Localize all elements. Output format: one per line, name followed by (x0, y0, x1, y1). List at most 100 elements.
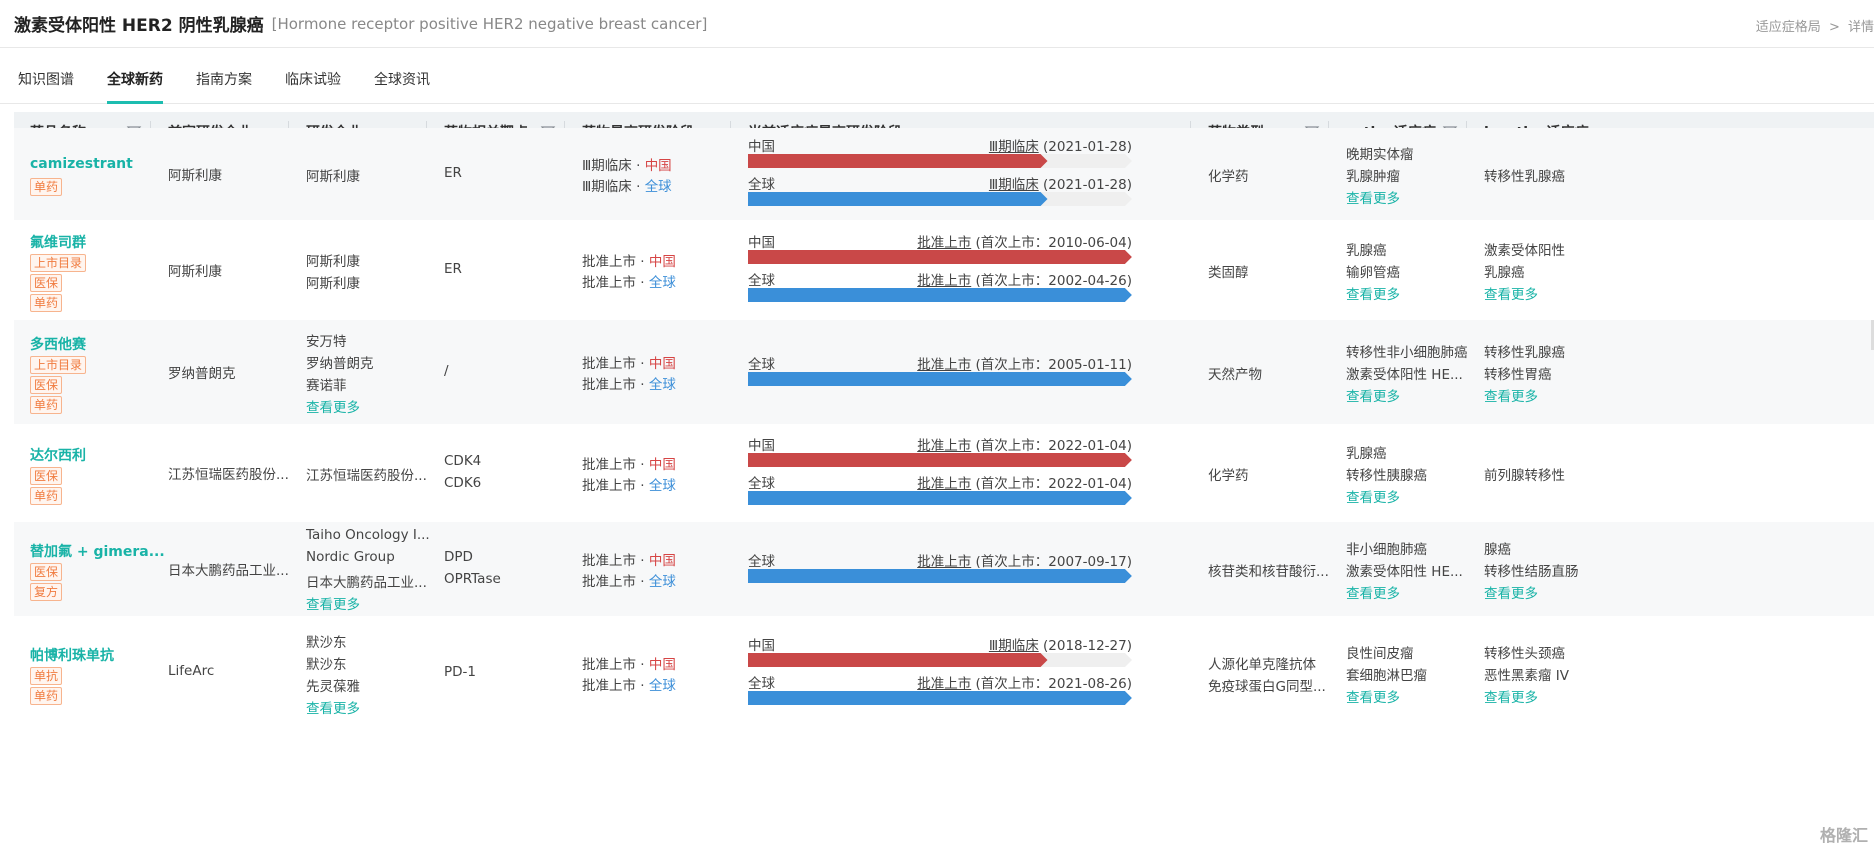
active-more-link[interactable]: 查看更多 (1346, 287, 1400, 303)
company-name: 江苏恒瑞医药股份... (306, 468, 427, 484)
active-more-link[interactable]: 查看更多 (1346, 389, 1400, 405)
inactive-indication: 激素受体阳性 (1484, 243, 1565, 259)
bar-stage-link[interactable]: 批准上市 (917, 554, 972, 570)
highest-stage: 批准上市 · 全球 (582, 474, 676, 494)
bar-stage-detail: (首次上市：2010-06-04) (975, 235, 1133, 251)
inactive-indication: 转移性乳腺癌 (1484, 345, 1565, 361)
inactive-indication: 乳腺癌 (1484, 265, 1525, 281)
drug-tag-label: 医保 (30, 274, 63, 292)
stage-separator: · (636, 457, 649, 473)
bar-stage-link[interactable]: 批准上市 (917, 357, 972, 373)
stage-region: 中国 (648, 356, 676, 372)
inactive-indication: 前列腺转移性 (1484, 468, 1565, 484)
company-name: 安万特 (306, 334, 347, 350)
stage-label: 批准上市 (582, 478, 636, 494)
target-name: ER (444, 261, 462, 277)
active-more-link[interactable]: 查看更多 (1346, 586, 1400, 602)
active-indication: 输卵管癌 (1346, 265, 1400, 281)
drug-tag: 单药 (30, 487, 63, 505)
drug-type: 天然产物 (1208, 367, 1262, 383)
drug-tag: 上市目录 (30, 254, 87, 272)
bar-stage-link[interactable]: 批准上市 (917, 235, 972, 251)
drug-tag-label: 上市目录 (30, 254, 87, 272)
drug-name-link[interactable]: 帕博利珠单抗 (30, 648, 114, 664)
active-more-link[interactable]: 查看更多 (1346, 490, 1400, 506)
active-indication: 乳腺癌 (1346, 243, 1387, 259)
progress-bar-fill (748, 453, 1132, 467)
bar-stage-detail: (首次上市：2022-01-04) (975, 438, 1133, 454)
inactive-indication: 转移性乳腺癌 (1484, 169, 1565, 185)
stage-region: 全球 (648, 574, 676, 590)
scrollbar[interactable] (1871, 320, 1874, 350)
companies-more-link[interactable]: 查看更多 (306, 701, 360, 717)
companies-more-link[interactable]: 查看更多 (306, 597, 360, 613)
bar-stage-link[interactable]: Ⅲ期临床 (988, 638, 1039, 654)
breadcrumb-item-indication[interactable]: 适应症格局 (1755, 20, 1821, 35)
tab-guidelines[interactable]: 指南方案 (196, 72, 252, 88)
drug-name-link[interactable]: 多西他赛 (30, 337, 86, 353)
bar-stage-link[interactable]: 批准上市 (917, 438, 972, 454)
highest-stage: Ⅲ期临床 · 中国 (582, 154, 672, 174)
progress-bar-track (748, 691, 1132, 705)
tab-global-news[interactable]: 全球资讯 (374, 72, 430, 88)
drug-tag-label: 单药 (30, 294, 63, 312)
stage-region: 中国 (648, 254, 676, 270)
progress-bar-fill (748, 569, 1132, 583)
bar-stage-link[interactable]: 批准上市 (917, 273, 972, 289)
stage-separator: · (636, 553, 649, 569)
stage-label: Ⅲ期临床 (582, 158, 632, 174)
progress-bar-track (748, 250, 1132, 264)
active-more-link[interactable]: 查看更多 (1346, 690, 1400, 706)
bar-region: 全球 (748, 676, 775, 692)
stage-label: 批准上市 (582, 356, 636, 372)
bar-stage-link[interactable]: 批准上市 (917, 676, 972, 692)
tab-clinical-trials[interactable]: 临床试验 (285, 72, 341, 88)
drug-tag-label: 单药 (30, 396, 63, 414)
drug-table: 药品名称首家研发企业研发企业药物相关靶点药物最高研发阶段当前适应症最高研发阶段药… (14, 112, 1874, 717)
inactive-more-link[interactable]: 查看更多 (1484, 389, 1538, 405)
inactive-indication: 转移性结肠直肠 (1484, 564, 1579, 580)
target-name: PD-1 (444, 664, 476, 680)
drug-name-link[interactable]: 氟维司群 (30, 235, 86, 251)
company-name: Nordic Group (306, 549, 395, 565)
stage-region: 中国 (648, 657, 676, 673)
stage-region: 全球 (648, 275, 676, 291)
drug-name-link[interactable]: 达尔西利 (30, 448, 86, 464)
bar-stage-detail: (2018-12-27) (1043, 638, 1132, 654)
table-row: 多西他赛 上市目录 医保 单药 罗纳普朗克 安万特 罗纳普朗克 赛诺菲 查看更多 / 批准上市 · … (14, 320, 1874, 424)
bar-region: 中国 (748, 438, 775, 454)
stage-label: 批准上市 (582, 457, 636, 473)
active-indication: 激素受体阳性 HE... (1346, 367, 1463, 383)
bar-stage-info: Ⅲ期临床 (2021-01-28) (989, 135, 1132, 155)
watermark: 格隆汇 (1819, 826, 1868, 845)
active-more-link[interactable]: 查看更多 (1346, 191, 1400, 207)
bar-stage-link[interactable]: Ⅲ期临床 (988, 177, 1039, 193)
drug-name-link[interactable]: 替加氟 + gimera... (30, 544, 165, 560)
stage-region: 全球 (648, 377, 676, 393)
drug-type: 人源化单克隆抗体 (1208, 657, 1316, 673)
stage-separator: · (636, 478, 649, 494)
active-indication: 转移性非小细胞肺癌 (1346, 345, 1468, 361)
bar-stage-link[interactable]: Ⅲ期临床 (988, 139, 1039, 155)
active-indication: 良性间皮瘤 (1346, 646, 1414, 662)
inactive-more-link[interactable]: 查看更多 (1484, 287, 1538, 303)
bar-stage-link[interactable]: 批准上市 (917, 476, 972, 492)
active-indication: 非小细胞肺癌 (1346, 542, 1427, 558)
stage-separator: · (636, 377, 649, 393)
progress-bar-track (748, 372, 1132, 386)
drug-tag: 医保 (30, 274, 63, 292)
bar-stage-detail: (首次上市：2005-01-11) (975, 357, 1133, 373)
tab-global-new-drugs[interactable]: 全球新药 (107, 69, 163, 104)
inactive-more-link[interactable]: 查看更多 (1484, 690, 1538, 706)
tab-knowledge-graph[interactable]: 知识图谱 (18, 72, 74, 88)
drug-tag: 单药 (30, 294, 63, 312)
inactive-more-link[interactable]: 查看更多 (1484, 586, 1538, 602)
target-name: CDK6 (444, 475, 482, 491)
drug-name-link[interactable]: camizestrant (30, 156, 133, 172)
bar-region: 全球 (748, 177, 775, 193)
stage-separator: · (631, 158, 645, 174)
highest-stage: 批准上市 · 中国 (582, 250, 676, 270)
companies-more-link[interactable]: 查看更多 (306, 400, 360, 416)
progress-bar-fill (748, 192, 1048, 206)
highest-stage: 批准上市 · 中国 (582, 352, 676, 372)
